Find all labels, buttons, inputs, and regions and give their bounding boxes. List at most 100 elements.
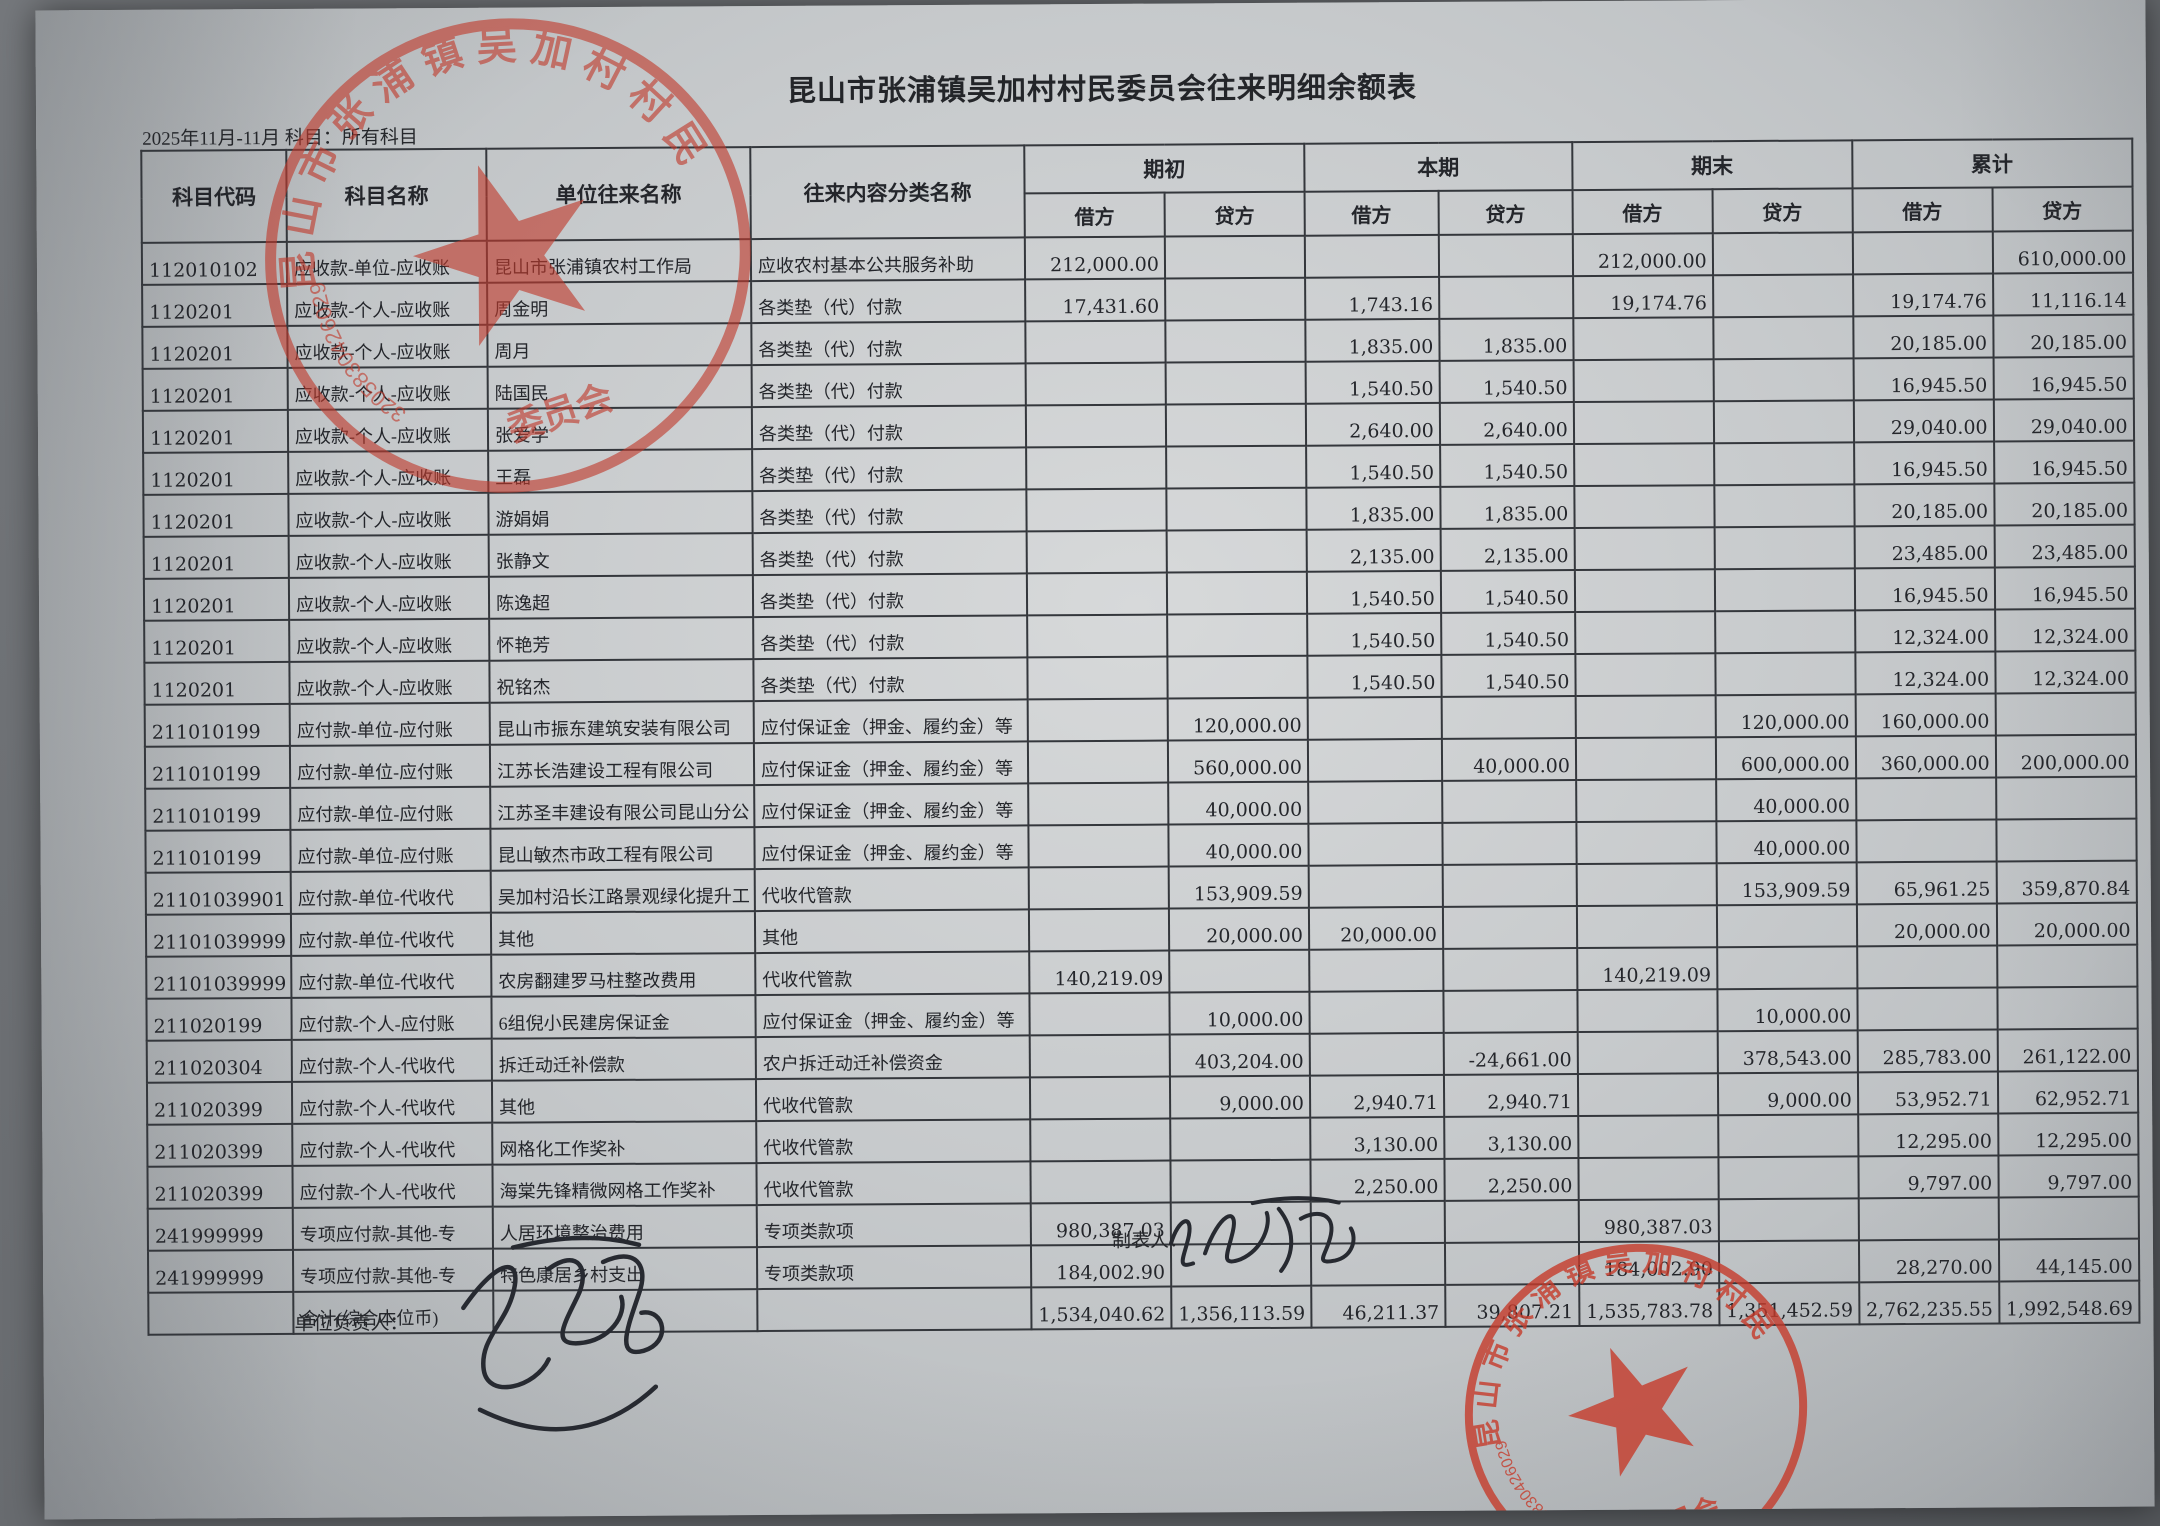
cell-amount: 153,909.59 <box>1716 862 1857 906</box>
cell-category-name: 应付保证金（押金、履约金）等 <box>753 699 1028 744</box>
cell-amount <box>1029 1076 1171 1120</box>
cell-unit-name: 陆国民 <box>487 365 752 409</box>
cell-amount <box>1574 527 1715 571</box>
cell-unit-name <box>493 1289 758 1333</box>
cell-amount: 12,324.00 <box>1994 608 2135 652</box>
cell-subject-name: 应付款-单位-代收代 <box>290 870 491 914</box>
cell-amount <box>1164 235 1305 279</box>
cell-amount <box>1995 692 2136 736</box>
cell-amount <box>1308 864 1443 908</box>
cell-amount <box>1995 818 2137 862</box>
cell-amount <box>1309 1032 1444 1076</box>
cell-amount: 16,945.50 <box>1854 567 1995 611</box>
cell-amount <box>1028 782 1169 826</box>
cell-amount: 20,000.00 <box>1856 903 1997 947</box>
cell-subject-code <box>148 1291 294 1335</box>
cell-amount <box>1575 695 1716 739</box>
manager-label: 单位负责人： <box>294 1313 409 1335</box>
cell-amount <box>1025 320 1166 364</box>
header-subject: 科目名称 <box>286 148 487 242</box>
cell-amount: 184,002.90 <box>1578 1241 1719 1285</box>
cell-amount: 2,640.00 <box>1439 402 1574 445</box>
cell-amount: 9,797.00 <box>1858 1155 1999 1199</box>
cell-subject-name: 应付款-单位-代收代 <box>290 912 492 956</box>
cell-amount <box>1577 1073 1718 1117</box>
cell-amount: 360,000.00 <box>1855 735 1996 779</box>
cell-amount <box>1027 614 1168 658</box>
header-group-cumulative: 累计 <box>1851 138 2133 189</box>
cell-amount: 212,000.00 <box>1572 233 1713 277</box>
star-icon <box>1568 1347 1694 1477</box>
cell-subject-name: 应付款-个人-代收代 <box>291 1080 493 1124</box>
cell-category-name: 各类垫（代）付款 <box>753 657 1028 702</box>
cell-amount <box>1713 316 1854 360</box>
header-group-ending: 期末 <box>1572 140 1853 191</box>
cell-unit-name: 怀艳芳 <box>489 617 754 661</box>
header-group-opening: 期初 <box>1024 143 1305 194</box>
cell-amount <box>1167 655 1308 699</box>
cell-amount: 1,835.00 <box>1440 486 1575 529</box>
cell-amount: 65,961.25 <box>1856 861 1997 905</box>
cell-amount <box>1028 824 1169 868</box>
cell-amount: 1,540.50 <box>1441 654 1576 697</box>
cell-amount <box>1855 777 1996 821</box>
cell-amount: 2,250.00 <box>1310 1158 1445 1202</box>
paper-sheet: 昆山市张浦镇吴加村村民委员会往来明细余额表 2025年11月-11月 科目：所有… <box>35 0 2155 1520</box>
cell-amount <box>1718 1156 1859 1200</box>
cell-subject-code: 21101039999 <box>146 955 292 999</box>
cell-amount <box>1576 821 1717 865</box>
cell-amount <box>1438 234 1573 277</box>
header-group-current: 本期 <box>1304 142 1573 192</box>
cell-amount <box>1576 863 1717 907</box>
cell-amount: 1,540.50 <box>1305 360 1440 404</box>
cell-subject-name: 应付款-单位-应付账 <box>290 786 491 830</box>
cell-amount: 1,540.50 <box>1307 654 1442 698</box>
cell-amount: 11,116.14 <box>1992 272 2133 316</box>
cell-amount: 212,000.00 <box>1024 236 1165 280</box>
cell-subject-code: 211020199 <box>146 997 292 1041</box>
cell-amount: -24,661.00 <box>1443 1032 1578 1075</box>
cell-subject-name: 应付款-个人-代收代 <box>291 1038 492 1082</box>
cell-amount: 1,540.50 <box>1440 570 1575 613</box>
cell-amount <box>1310 1200 1445 1244</box>
cell-category-name: 应收农村基本公共服务补助 <box>750 237 1026 282</box>
cell-amount: 160,000.00 <box>1855 693 1996 737</box>
cell-amount: 9,000.00 <box>1169 1075 1311 1119</box>
cell-unit-name: 王磊 <box>488 449 753 493</box>
cell-subject-code: 211020399 <box>147 1165 293 1209</box>
cell-amount <box>1444 1200 1579 1243</box>
cell-amount <box>1714 568 1855 612</box>
cell-amount <box>1574 611 1716 655</box>
cell-amount: 200,000.00 <box>1995 734 2136 778</box>
balance-table: 科目代码 科目名称 单位往来名称 往来内容分类名称 期初 本期 期末 累计 借方… <box>140 138 2140 1336</box>
cell-subject-code: 21101039901 <box>145 871 291 915</box>
cell-amount <box>1165 319 1306 363</box>
cell-amount: 120,000.00 <box>1715 694 1856 738</box>
cell-amount: 1,540.50 <box>1306 570 1441 614</box>
period-subject-line: 2025年11月-11月 科目：所有科目 <box>142 127 418 150</box>
cell-amount: 261,122.00 <box>1997 1028 2138 1072</box>
cell-amount: 120,000.00 <box>1167 697 1308 741</box>
cell-category-name: 各类垫（代）付款 <box>752 573 1028 618</box>
cell-amount: 3,130.00 <box>1310 1116 1445 1160</box>
cell-amount <box>1166 445 1307 489</box>
cell-amount <box>1027 698 1168 742</box>
cell-category-name <box>757 1287 1032 1332</box>
cell-subject-name: 应付款-个人-代收代 <box>292 1122 493 1166</box>
cell-amount <box>1718 1198 1859 1242</box>
cell-amount <box>1170 1243 1312 1287</box>
cell-amount <box>1308 822 1443 866</box>
cell-amount: 53,952.71 <box>1857 1071 1998 1115</box>
cell-unit-name: 拆迁动迁补偿款 <box>491 1037 756 1081</box>
cell-amount <box>1573 317 1714 361</box>
cell-amount <box>1713 400 1854 444</box>
cell-subject-name: 应付款-个人-应付账 <box>291 996 492 1040</box>
cell-amount <box>1577 1031 1718 1075</box>
cell-amount <box>1443 990 1578 1033</box>
cell-total-amount: 1,534,040.62 <box>1031 1286 1172 1330</box>
cell-amount: 403,204.00 <box>1169 1033 1310 1077</box>
cell-category-name: 代收代管款 <box>756 1161 1031 1206</box>
cell-category-name: 各类垫（代）付款 <box>751 321 1026 366</box>
cell-amount <box>1442 906 1577 949</box>
cell-amount: 153,909.59 <box>1168 865 1309 909</box>
